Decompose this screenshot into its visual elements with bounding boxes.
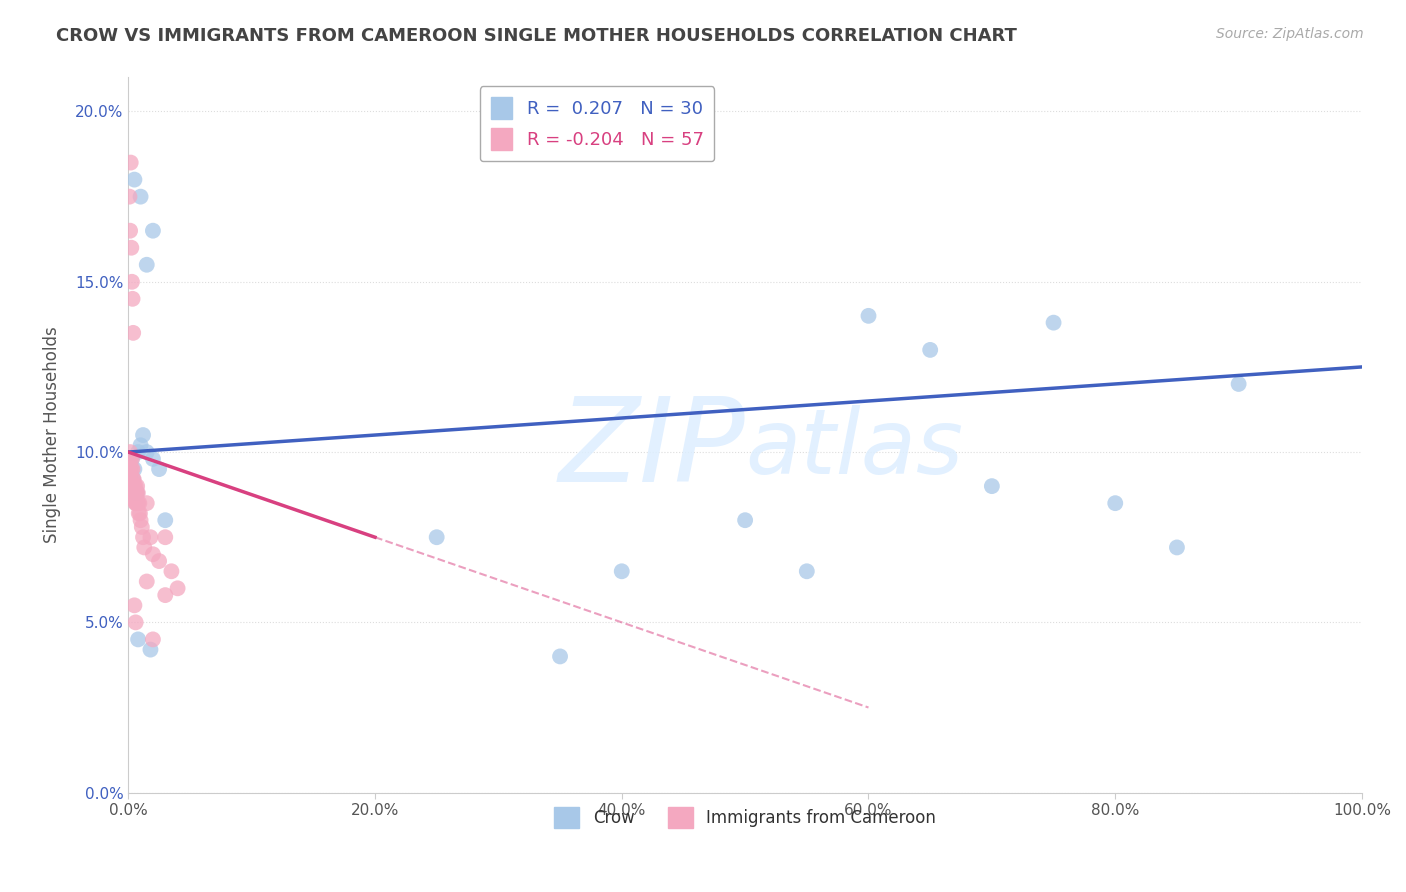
Text: atlas: atlas xyxy=(745,405,963,493)
Point xyxy=(129,189,152,203)
Point xyxy=(548,649,571,664)
Point xyxy=(920,343,942,357)
Point xyxy=(1227,376,1250,391)
Point xyxy=(610,564,633,578)
Point xyxy=(118,472,141,486)
Point xyxy=(139,642,162,657)
Point xyxy=(132,530,155,544)
Point xyxy=(122,472,145,486)
Point xyxy=(858,309,880,323)
Point xyxy=(118,462,141,476)
Point xyxy=(142,632,165,647)
Point xyxy=(139,530,162,544)
Point xyxy=(128,507,150,521)
Point xyxy=(132,428,155,442)
Point xyxy=(426,530,449,544)
Point xyxy=(135,258,157,272)
Point xyxy=(122,486,145,500)
Point xyxy=(122,472,145,486)
Point xyxy=(122,472,145,486)
Point xyxy=(155,588,177,602)
Point xyxy=(127,486,149,500)
Y-axis label: Single Mother Households: Single Mother Households xyxy=(44,326,60,543)
Point xyxy=(124,486,146,500)
Point xyxy=(121,462,143,476)
Point xyxy=(122,326,145,340)
Point xyxy=(120,472,142,486)
Point xyxy=(155,530,177,544)
Point xyxy=(127,496,149,510)
Point xyxy=(155,513,177,527)
Point xyxy=(121,292,143,306)
Point xyxy=(135,496,157,510)
Point xyxy=(120,479,142,493)
Point xyxy=(120,451,142,466)
Point xyxy=(127,479,149,493)
Point xyxy=(1104,496,1126,510)
Point xyxy=(124,496,146,510)
Point xyxy=(118,451,141,466)
Point xyxy=(120,224,142,238)
Point xyxy=(131,520,153,534)
Point xyxy=(118,486,141,500)
Point xyxy=(980,479,1002,493)
Legend: Crow, Immigrants from Cameroon: Crow, Immigrants from Cameroon xyxy=(548,801,942,834)
Point xyxy=(127,496,149,510)
Point xyxy=(125,486,148,500)
Point xyxy=(125,496,148,510)
Point xyxy=(129,513,152,527)
Point xyxy=(129,507,152,521)
Point xyxy=(148,554,170,568)
Point xyxy=(134,541,156,555)
Point xyxy=(125,496,148,510)
Point xyxy=(120,155,142,169)
Point xyxy=(734,513,756,527)
Point xyxy=(142,224,165,238)
Point xyxy=(120,241,142,255)
Point xyxy=(121,462,143,476)
Point xyxy=(148,462,170,476)
Point xyxy=(120,445,142,459)
Point xyxy=(160,564,183,578)
Point xyxy=(166,582,188,596)
Point xyxy=(124,479,146,493)
Point xyxy=(796,564,818,578)
Text: Source: ZipAtlas.com: Source: ZipAtlas.com xyxy=(1216,27,1364,41)
Point xyxy=(127,445,149,459)
Point xyxy=(124,615,146,630)
Point xyxy=(142,451,165,466)
Text: ZIP: ZIP xyxy=(558,392,745,507)
Point xyxy=(121,451,143,466)
Point xyxy=(125,486,148,500)
Point xyxy=(1166,541,1188,555)
Point xyxy=(124,479,146,493)
Point xyxy=(118,189,141,203)
Point xyxy=(1042,316,1064,330)
Text: CROW VS IMMIGRANTS FROM CAMEROON SINGLE MOTHER HOUSEHOLDS CORRELATION CHART: CROW VS IMMIGRANTS FROM CAMEROON SINGLE … xyxy=(56,27,1017,45)
Point xyxy=(122,479,145,493)
Point xyxy=(121,451,143,466)
Point xyxy=(129,438,152,452)
Point xyxy=(135,574,157,589)
Point xyxy=(142,547,165,561)
Point xyxy=(128,496,150,510)
Point xyxy=(124,486,146,500)
Point xyxy=(124,462,146,476)
Point xyxy=(124,599,146,613)
Point xyxy=(120,462,142,476)
Point xyxy=(121,479,143,493)
Point xyxy=(127,632,149,647)
Point xyxy=(121,275,143,289)
Point xyxy=(135,445,157,459)
Point xyxy=(125,486,148,500)
Point xyxy=(124,486,146,500)
Point xyxy=(124,172,146,186)
Point xyxy=(122,486,145,500)
